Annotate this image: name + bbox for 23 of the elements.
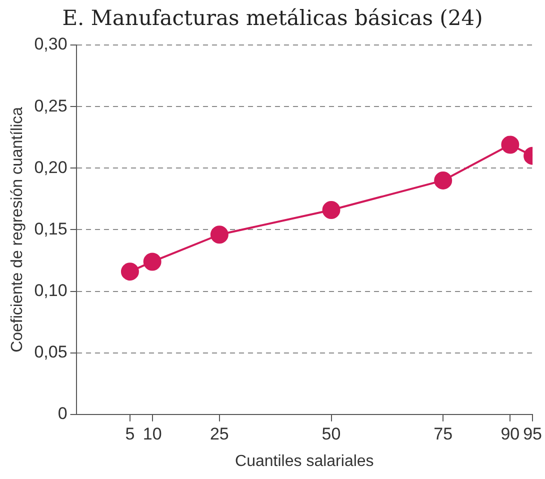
y-tick-label: 0 <box>58 404 68 424</box>
chart-title: E. Manufacturas metálicas básicas (24) <box>61 6 484 30</box>
point <box>143 252 162 271</box>
point <box>501 136 520 154</box>
point <box>210 226 228 244</box>
y-axis-title: Coeficiente de regresión cuantílica <box>9 106 26 352</box>
point <box>322 201 340 219</box>
x-tick-label: 50 <box>322 424 341 444</box>
x-axis-title: Cuantiles salariales <box>235 452 374 470</box>
y-tick-label: 0,30 <box>34 34 68 54</box>
x-tick-label: 95 <box>523 424 542 444</box>
y-tick-label: 0,25 <box>34 96 68 116</box>
x-tick-label: 10 <box>142 424 162 444</box>
point <box>434 171 452 190</box>
y-tick-label: 0,20 <box>34 158 68 177</box>
x-tick-label: 75 <box>434 424 453 444</box>
y-tick-label: 0,05 <box>34 342 68 362</box>
x-tick-label: 25 <box>210 424 229 444</box>
x-tick-label: 5 <box>125 424 135 444</box>
y-tick-label: 0,15 <box>34 219 68 238</box>
x-tick-label: 90 <box>500 424 520 444</box>
point <box>120 262 139 281</box>
y-tick-label: 0,10 <box>34 280 68 300</box>
